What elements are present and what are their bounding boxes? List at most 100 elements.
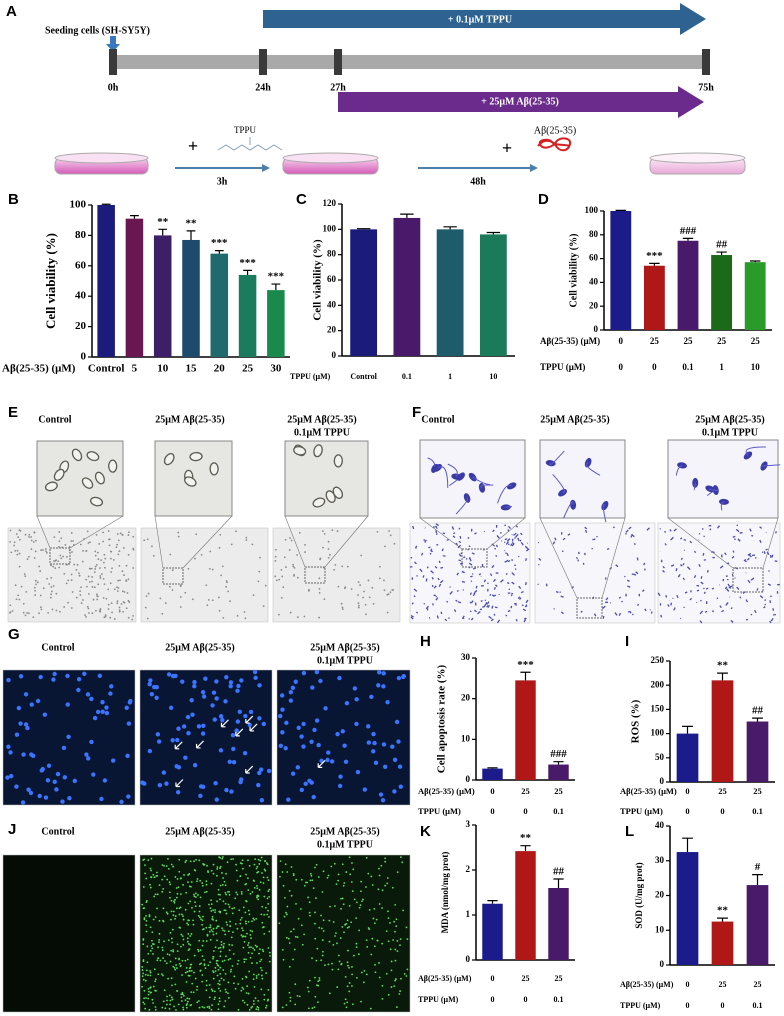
ros-signal (179, 965, 182, 968)
cell (728, 586, 732, 589)
ros-signal (307, 1007, 310, 1010)
ros-signal (215, 932, 218, 935)
cell (227, 590, 230, 593)
ros-signal (255, 977, 258, 979)
ros-signal (244, 935, 247, 938)
ros-signal (338, 960, 341, 963)
cell (767, 583, 772, 586)
cell (484, 599, 487, 602)
cell (177, 531, 180, 534)
nucleus (84, 752, 89, 757)
cell (257, 580, 260, 583)
cell (333, 454, 343, 468)
cell (235, 530, 237, 533)
nucleus (8, 750, 13, 755)
cell (689, 540, 693, 544)
ros-signal (343, 931, 345, 934)
dish (54, 152, 149, 175)
cell (435, 597, 439, 601)
cell (262, 605, 265, 608)
image-background (2, 854, 136, 1013)
x-tick-label: 0 (720, 806, 724, 816)
ros-signal (258, 948, 261, 951)
ros-signal (214, 946, 217, 949)
ros-signal (346, 919, 349, 922)
bar (744, 262, 766, 330)
cell (91, 586, 94, 588)
cell (64, 544, 67, 546)
nucleus (192, 762, 198, 768)
cell (350, 588, 353, 590)
ros-signal (219, 946, 222, 949)
nucleus (40, 766, 45, 772)
cell (318, 577, 321, 580)
cell (207, 598, 210, 601)
cell (515, 618, 518, 622)
ros-signal (175, 896, 178, 899)
ros-signal (189, 860, 192, 863)
ros-signal (174, 983, 177, 986)
ros-signal (266, 876, 269, 879)
ros-signal (241, 862, 243, 865)
y-tick-label: 3 (466, 819, 471, 829)
x-tick-label: 1 (448, 372, 452, 381)
cell (55, 609, 58, 612)
zoom-line (667, 517, 734, 569)
ros-signal (205, 890, 208, 893)
ros-signal (228, 893, 231, 896)
cell (123, 591, 126, 593)
nucleus (381, 671, 386, 676)
ros-signal (247, 920, 250, 923)
ros-signal (148, 914, 151, 916)
nucleus (381, 742, 387, 747)
cell (488, 615, 492, 620)
nucleus (37, 793, 42, 799)
bar (238, 274, 257, 357)
nucleus (99, 796, 104, 802)
cell (221, 565, 224, 568)
cell (510, 543, 513, 547)
cell (731, 555, 735, 559)
ros-signal (161, 949, 164, 952)
cell (672, 597, 674, 600)
ros-signal (214, 909, 216, 911)
ros-signal (351, 1003, 354, 1006)
cell (518, 585, 522, 589)
cell (449, 591, 453, 595)
cell (524, 582, 527, 586)
cell (68, 545, 71, 548)
nucleus (236, 683, 241, 689)
ros-signal (365, 973, 368, 976)
nucleus (362, 787, 368, 792)
nucleus (189, 698, 194, 703)
ros-signal (156, 959, 159, 962)
ros-signal (188, 885, 191, 888)
error-bar (717, 917, 728, 922)
cell (60, 557, 63, 560)
ros-signal (141, 969, 144, 971)
nucleus (65, 702, 70, 707)
ros-signal (281, 949, 284, 951)
ros-signal (253, 986, 256, 988)
ros-signal (187, 881, 189, 884)
cell (94, 550, 97, 553)
cell (468, 562, 473, 566)
ros-signal (240, 916, 243, 919)
x-tick-label: 20 (214, 363, 226, 375)
neurite (693, 482, 696, 491)
cell (471, 573, 474, 575)
ros-signal (172, 950, 175, 953)
cell (614, 612, 618, 616)
cell (636, 603, 640, 607)
cell (699, 610, 704, 615)
cell (103, 553, 106, 556)
cell (446, 600, 449, 603)
cell (119, 532, 122, 535)
ros-signal (252, 973, 255, 976)
cell (775, 531, 777, 534)
x-tick-label: 0 (523, 806, 527, 816)
cell (727, 583, 731, 587)
ros-signal (207, 870, 209, 873)
ros-signal (389, 921, 391, 924)
cell (682, 562, 685, 566)
